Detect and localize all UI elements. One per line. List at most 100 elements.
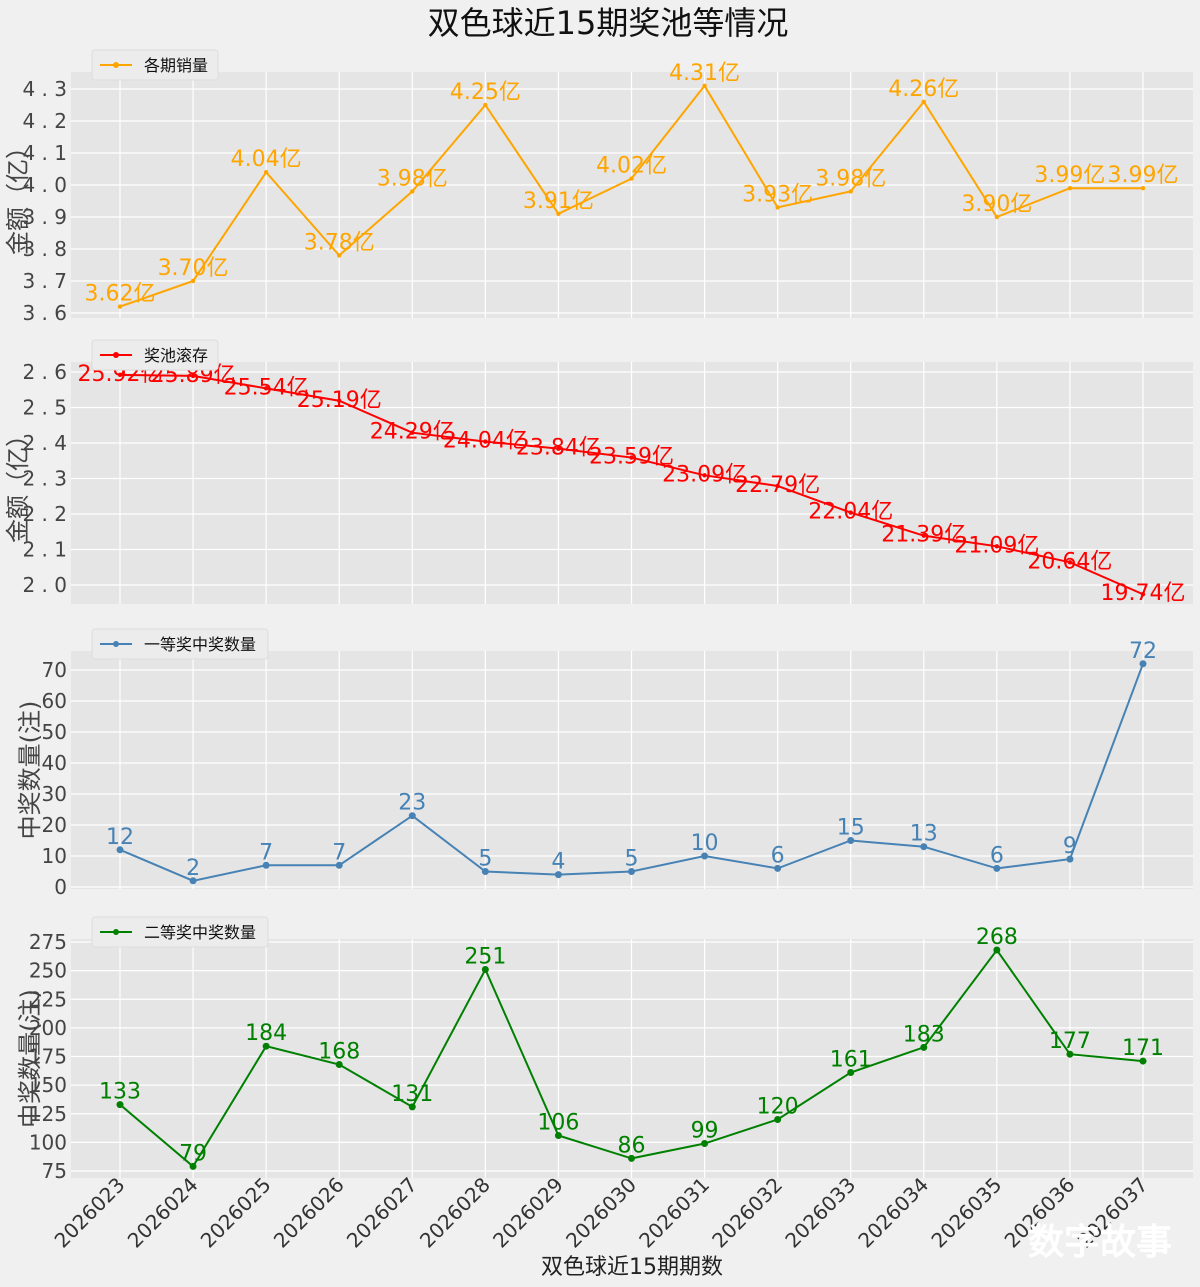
legend-box-sales [91, 49, 219, 81]
data-point-second-prize [920, 1043, 928, 1051]
data-point-second-prize [1139, 1057, 1147, 1065]
y-tick-label: 2 . 2 [22, 502, 67, 526]
y-tick-label: 100 [29, 1130, 67, 1154]
legend-marker-second-prize [113, 929, 119, 935]
data-label-second-prize: 79 [179, 1141, 207, 1166]
x-tick-label: 2026027 [342, 1173, 422, 1253]
data-label-first-prize: 2 [186, 856, 200, 881]
data-point-sales [629, 176, 634, 181]
data-point-sales [410, 189, 415, 194]
y-axis-label-sales: 金额（亿） [4, 135, 32, 255]
data-label-first-prize: 7 [332, 840, 346, 865]
data-label-pool: 23.59亿 [589, 445, 674, 470]
y-tick-label: 75 [42, 1159, 67, 1183]
x-tick-label: 2026028 [415, 1173, 495, 1253]
data-point-second-prize [262, 1042, 270, 1050]
x-tick-label: 2026035 [926, 1173, 1006, 1253]
y-tick-label: 0 [54, 875, 67, 899]
data-label-sales: 4.31亿 [669, 61, 740, 86]
data-point-sales [337, 253, 342, 258]
data-label-pool: 22.79亿 [735, 473, 820, 498]
legend-box-pool [91, 339, 219, 371]
data-label-second-prize: 99 [691, 1119, 719, 1144]
y-tick-label: 125 [29, 1102, 67, 1126]
x-tick-label: 2026025 [196, 1173, 276, 1253]
data-label-sales: 3.70亿 [158, 256, 229, 281]
x-tick-label: 2026031 [634, 1173, 714, 1253]
y-tick-label: 60 [42, 689, 67, 713]
data-label-sales: 3.99亿 [1108, 163, 1179, 188]
data-label-sales: 3.99亿 [1034, 163, 1105, 188]
legend-box-first-prize [91, 628, 269, 660]
panel-first-prize: 0 10 20 30 40 50 60 70 中奖数量(注) 12 2 7 7 23 5 4 5 10 6 15 13 6… [16, 628, 1193, 899]
data-label-sales: 3.91亿 [523, 189, 594, 214]
data-point-second-prize [335, 1061, 343, 1069]
data-label-first-prize: 13 [910, 822, 938, 847]
data-point-pool [410, 430, 415, 435]
data-label-first-prize: 72 [1129, 639, 1157, 664]
data-label-second-prize: 133 [99, 1080, 141, 1105]
y-tick-label: 10 [42, 844, 67, 868]
data-label-second-prize: 131 [391, 1082, 433, 1107]
y-tick-label: 40 [42, 751, 67, 775]
y-tick-label: 4 . 2 [22, 109, 67, 133]
data-point-second-prize [701, 1140, 709, 1148]
data-point-first-prize [993, 864, 1001, 872]
y-tick-label: 2 . 1 [22, 538, 67, 562]
data-label-pool: 23.09亿 [662, 462, 747, 487]
y-tick-label: 2 . 0 [22, 573, 67, 597]
legend-label-sales: 各期销量 [144, 56, 208, 75]
data-point-pool [337, 398, 342, 403]
data-label-sales: 3.98亿 [815, 166, 886, 191]
y-tick-label: 2 . 3 [22, 467, 67, 491]
y-tick-label: 30 [42, 782, 67, 806]
y-tick-label: 3 . 6 [22, 301, 67, 325]
data-point-sales [1140, 186, 1146, 191]
data-point-first-prize [554, 871, 562, 879]
y-axis-label-pool: 金额（亿） [4, 423, 32, 543]
legend-box-second-prize [91, 916, 269, 948]
data-point-pool [629, 455, 634, 460]
data-point-first-prize [774, 864, 782, 872]
y-tick-label: 200 [29, 1016, 67, 1040]
data-label-first-prize: 5 [625, 847, 639, 872]
data-point-first-prize [1066, 855, 1074, 863]
data-point-first-prize [408, 812, 416, 820]
data-point-second-prize [481, 965, 489, 973]
data-label-second-prize: 171 [1122, 1036, 1164, 1061]
data-point-sales [775, 205, 780, 210]
data-label-pool: 20.64亿 [1027, 549, 1112, 574]
y-tick-label: 2 . 5 [22, 396, 67, 420]
data-point-sales [117, 304, 123, 309]
data-point-pool [483, 439, 488, 444]
data-label-first-prize: 15 [837, 816, 865, 841]
data-label-first-prize: 9 [1063, 834, 1077, 859]
data-label-first-prize: 6 [771, 843, 785, 868]
data-point-first-prize [920, 843, 928, 851]
x-tick-label: 2026029 [488, 1173, 568, 1253]
data-label-pool: 24.04亿 [443, 429, 528, 454]
data-label-sales: 3.62亿 [85, 282, 156, 307]
data-point-sales [1067, 186, 1073, 191]
data-label-second-prize: 183 [903, 1022, 945, 1047]
y-tick-label: 70 [42, 658, 67, 682]
data-point-first-prize [262, 861, 270, 869]
y-axis-label-second-prize: 中奖数量(注) [16, 989, 44, 1128]
x-tick-label: 2026030 [561, 1173, 641, 1253]
y-tick-label: 3 . 8 [22, 237, 67, 261]
y-tick-label: 2 . 6 [22, 360, 67, 384]
y-tick-label: 4 . 0 [22, 173, 67, 197]
data-label-second-prize: 86 [618, 1133, 646, 1158]
data-point-first-prize [628, 868, 635, 875]
data-point-first-prize [189, 877, 197, 885]
data-point-first-prize [116, 846, 124, 854]
y-tick-label: 275 [29, 930, 67, 954]
x-tick-label: 2026034 [853, 1173, 933, 1253]
data-point-first-prize [847, 837, 855, 844]
data-point-sales [263, 170, 269, 175]
data-label-first-prize: 12 [106, 825, 134, 850]
data-point-second-prize [774, 1115, 782, 1123]
x-tick-label: 2026033 [780, 1173, 860, 1253]
data-point-pool [1140, 592, 1146, 597]
x-axis-label: 双色球近15期期数 [541, 1255, 723, 1280]
